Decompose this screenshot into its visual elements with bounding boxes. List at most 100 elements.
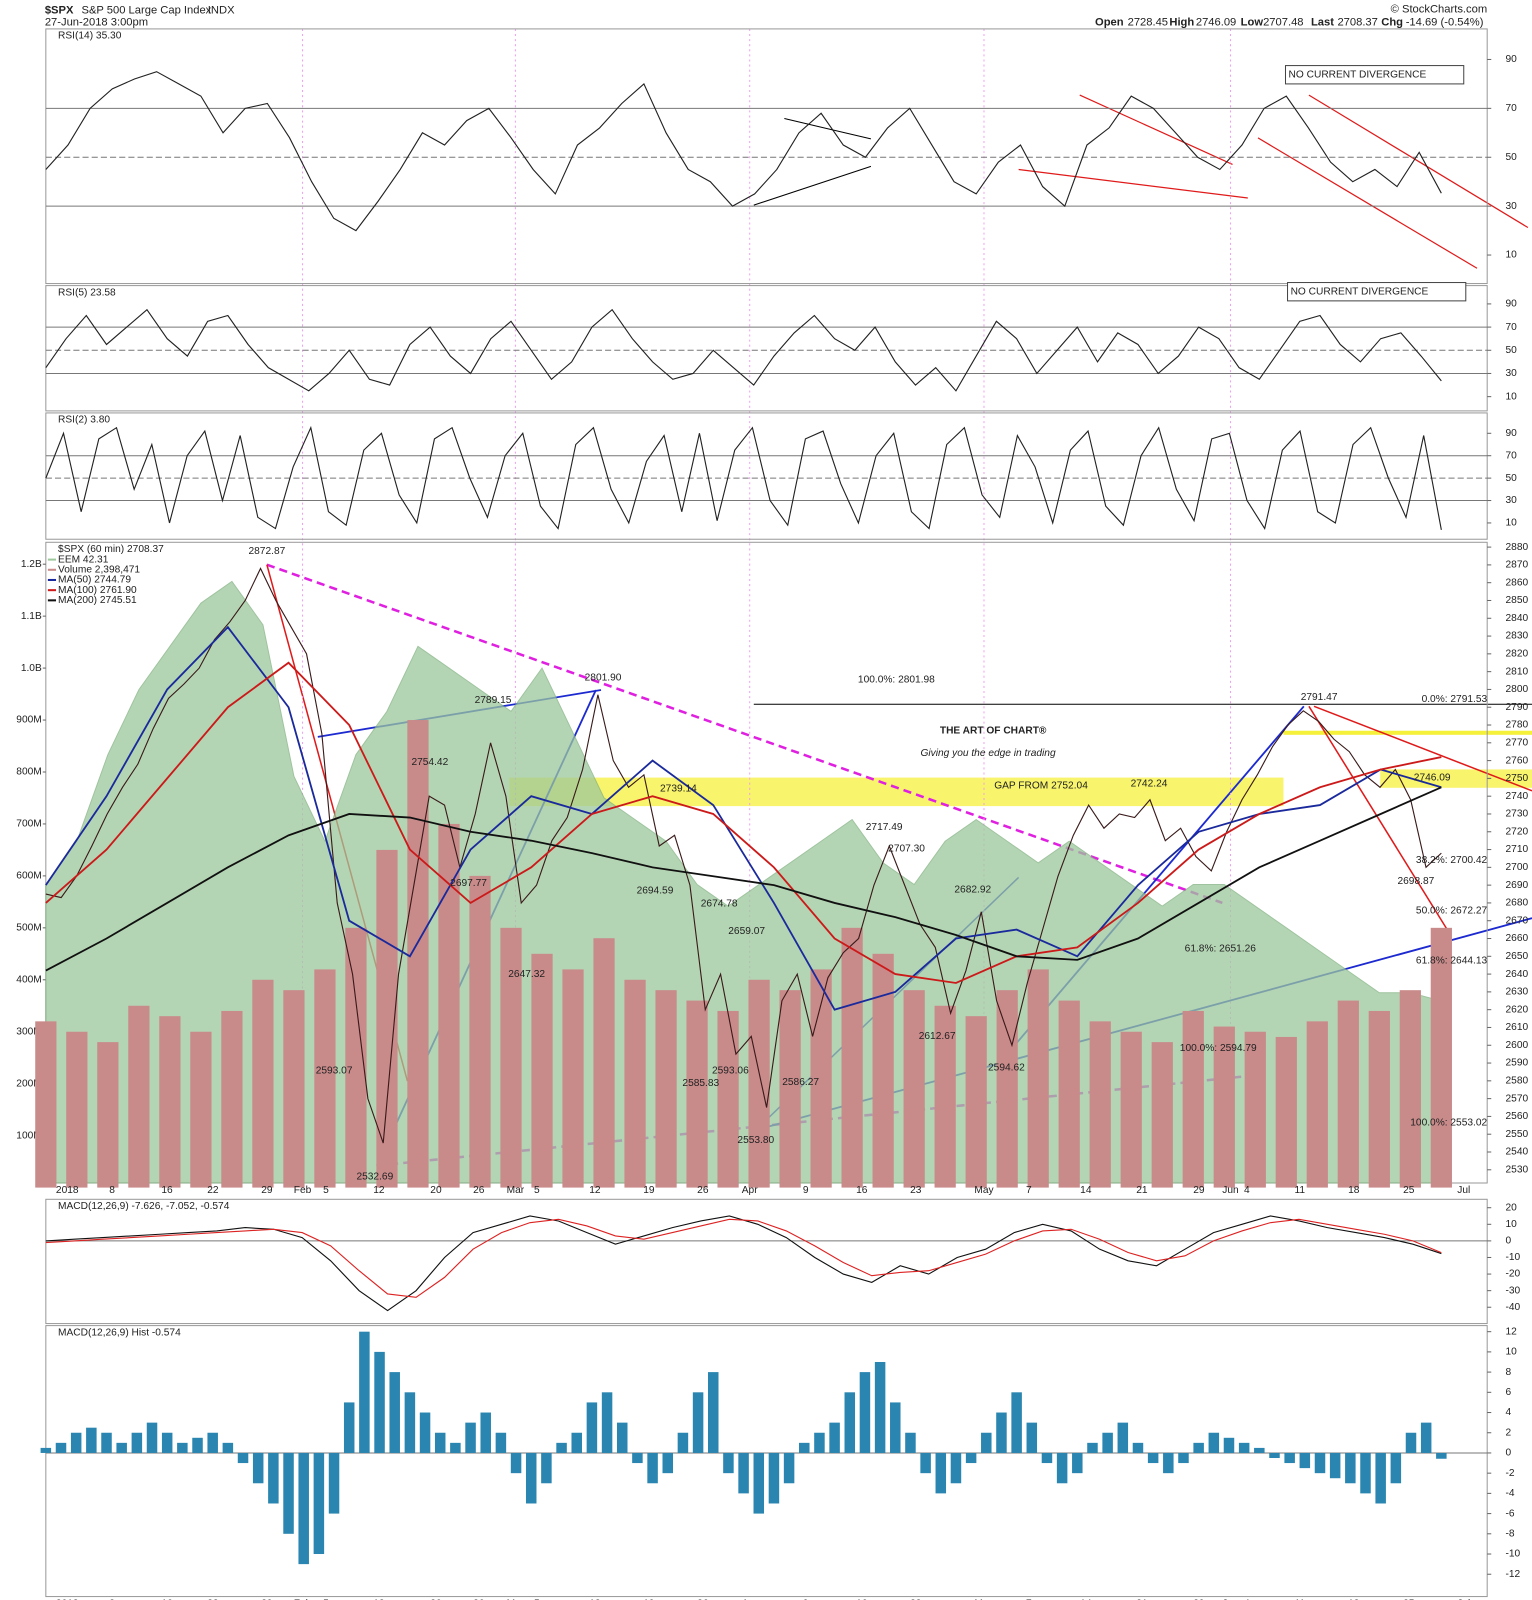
annotation: 2717.49	[866, 822, 903, 833]
volume-bar	[97, 1042, 119, 1188]
y-tick-label: 70	[1506, 103, 1518, 114]
legend-label: Volume 2,398,471	[58, 564, 140, 575]
x-tick-label: 12	[373, 1185, 385, 1196]
bar	[723, 1452, 734, 1474]
y-tick-label: 30	[1506, 495, 1518, 506]
line	[45, 308, 1442, 392]
panel-title: $SPX (60 min) 2708.37	[58, 544, 164, 555]
bar	[935, 1452, 947, 1494]
volume-bar	[438, 823, 460, 1188]
legend-label: EEM 42.31	[58, 554, 109, 565]
logo-title: THE ART OF CHART®	[940, 725, 1047, 736]
annotation: 2594.62	[988, 1063, 1025, 1074]
y-tick-label: 2740	[1506, 791, 1529, 802]
annotation: 2682.92	[954, 884, 991, 895]
bar	[541, 1452, 552, 1484]
x-tick-label: Mar	[507, 1185, 525, 1196]
volume-bar	[779, 990, 801, 1188]
panel-title: MACD(12,26,9) Hist -0.574	[58, 1327, 181, 1338]
bar	[1223, 1437, 1235, 1453]
annotation: 2791.47	[1301, 692, 1338, 703]
y2-tick-label: 900M	[16, 715, 41, 726]
y-tick-label: 2770	[1506, 737, 1529, 748]
x-tick-label: 18	[1348, 1598, 1360, 1600]
bar	[1299, 1452, 1311, 1469]
annotation: 2707.30	[888, 844, 925, 855]
x-tick-label: 29	[261, 1598, 273, 1600]
y-tick-label: 30	[1506, 368, 1518, 379]
bar	[177, 1442, 188, 1453]
x-tick-label: 26	[473, 1598, 485, 1600]
annotation: 61.8%: 2651.26	[1185, 943, 1257, 954]
volume-bar	[562, 969, 584, 1188]
bar	[419, 1412, 431, 1453]
annotation: 2742.24	[1131, 778, 1168, 789]
x-tick-label: 25	[1403, 1598, 1415, 1600]
x-tick-label: 11	[1294, 1598, 1305, 1600]
y-tick-label: 6	[1506, 1387, 1512, 1398]
x-tick-label: Mar	[507, 1598, 525, 1600]
y2-tick-label: 400M	[16, 974, 41, 985]
bar	[1087, 1442, 1098, 1453]
y-tick-label: 2860	[1506, 577, 1529, 588]
bar	[1011, 1392, 1022, 1453]
quote-field: Last	[1311, 17, 1334, 29]
trendline	[1079, 94, 1233, 165]
x-tick-label: 9	[803, 1185, 809, 1196]
source: © StockCharts.com	[1391, 4, 1488, 16]
bar	[1102, 1432, 1113, 1453]
volume-bar	[252, 979, 274, 1188]
bar	[1178, 1452, 1189, 1464]
line	[45, 567, 1442, 1144]
annotation: 2532.69	[356, 1172, 393, 1183]
bar	[1436, 1452, 1447, 1459]
y-tick-label: 2	[1506, 1427, 1512, 1438]
annotation: 2698.87	[1397, 876, 1434, 887]
x-tick-label: Jul	[1457, 1598, 1470, 1600]
y-tick-label: 50	[1506, 345, 1518, 356]
bar	[1314, 1452, 1326, 1474]
x-tick-label: 18	[1348, 1185, 1360, 1196]
bar	[359, 1331, 370, 1453]
bar	[313, 1452, 325, 1555]
x-tick-label: 22	[207, 1598, 219, 1600]
y-tick-label: -20	[1506, 1269, 1521, 1280]
bar	[480, 1412, 491, 1453]
bar	[116, 1442, 127, 1453]
y-tick-label: 2720	[1506, 826, 1529, 837]
bar	[1041, 1452, 1053, 1464]
x-tick-label: 22	[207, 1185, 219, 1196]
bar	[237, 1452, 249, 1464]
trendline	[1313, 705, 1532, 792]
x-tick-label: 12	[589, 1185, 601, 1196]
y-tick-label: 2660	[1506, 933, 1529, 944]
x-tick-label: 16	[856, 1598, 868, 1600]
bar	[799, 1442, 810, 1453]
bar	[161, 1432, 173, 1453]
y-tick-label: 12	[1506, 1326, 1518, 1337]
bar	[677, 1432, 689, 1453]
bar	[1329, 1452, 1341, 1479]
bar	[859, 1372, 871, 1453]
x-tick-label: Jun	[1222, 1598, 1238, 1600]
x-tick-label: 7	[1026, 1598, 1032, 1600]
bar	[996, 1412, 1007, 1453]
volume-bar	[1151, 1042, 1173, 1188]
panel-frame	[45, 28, 1488, 285]
trendline	[784, 118, 872, 140]
annotation: 100.0%: 2801.98	[858, 674, 935, 685]
bar	[950, 1452, 962, 1484]
bar	[298, 1452, 309, 1565]
y-tick-label: 2710	[1506, 844, 1529, 855]
bar	[1420, 1422, 1432, 1453]
y-tick-label: -30	[1506, 1285, 1521, 1296]
y-tick-label: 2650	[1506, 951, 1529, 962]
bar	[616, 1422, 628, 1453]
bar	[768, 1452, 780, 1504]
y-tick-label: 10	[1506, 391, 1518, 402]
volume-bar	[996, 990, 1018, 1188]
bar	[495, 1432, 507, 1453]
quote-field: 2708.37	[1337, 17, 1377, 29]
quote-field: -14.69 (-0.54%)	[1406, 17, 1484, 29]
y-tick-label: 2790	[1506, 702, 1529, 713]
